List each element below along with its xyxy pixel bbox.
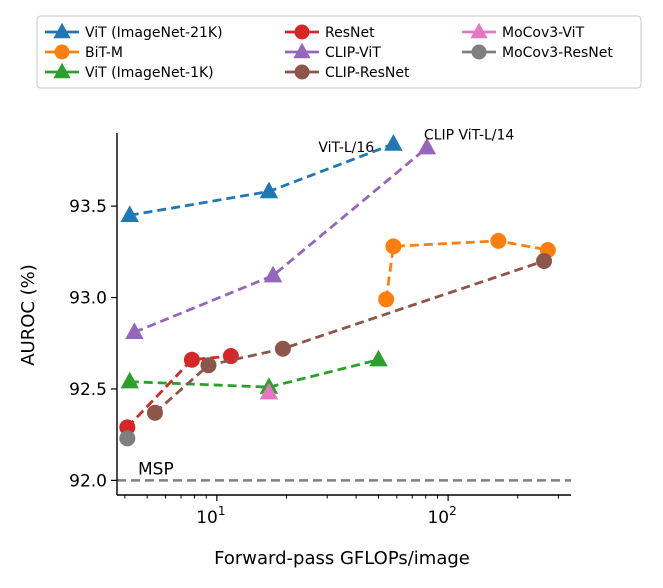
y-tick-label: 93.5 [69,197,107,217]
data-point [384,134,403,151]
legend-label: BiT-M [85,45,123,61]
series-5 [146,252,553,421]
legend-marker [470,22,488,39]
data-point [378,291,395,308]
series-6 [259,382,279,400]
series-2 [120,349,388,394]
data-point [183,351,200,368]
legend-marker [471,44,487,60]
x-tick-label: 102 [427,504,456,528]
data-point [120,205,139,222]
legend-marker [294,24,310,40]
series-4 [125,137,437,340]
legend-item: ViT (ImageNet-21K) [45,22,223,41]
legend-marker [54,44,70,60]
legend-item: BiT-M [45,44,123,61]
data-point [119,419,136,436]
data-point [536,252,553,269]
y-tick-label: 93.0 [69,289,107,309]
data-point [263,265,283,283]
legend-label: CLIP-ViT [325,45,381,61]
legend-item: CLIP-ResNet [285,64,410,81]
legend-label: ViT (ImageNet-21K) [85,25,223,41]
legend-marker [294,64,310,80]
legend-label: CLIP-ResNet [325,65,410,81]
data-point [490,232,507,249]
legend-label: MoCov3-ViT [502,25,585,41]
data-point [120,371,139,389]
series-7 [119,430,136,447]
data-point [125,322,144,340]
legend-label: ViT (ImageNet-1K) [85,65,214,81]
data-point [385,238,402,255]
legend: ViT (ImageNet-21K) BiT-M ViT (ImageNet-1K)… [36,15,642,89]
legend-frame [36,15,642,89]
legend-label: ResNet [325,25,375,41]
point-annotation: CLIP ViT-L/14 [424,128,514,144]
legend-label: MoCov3-ResNet [502,45,613,61]
legend-item: CLIP-ViT [285,42,381,61]
data-point [146,404,163,421]
y-tick-label: 92.5 [69,380,107,400]
legend-marker [293,42,311,59]
data-point [259,181,279,199]
data-point [274,340,291,357]
data-point [119,430,136,447]
data-point [259,382,279,400]
x-axis-label: Forward-pass GFLOPs/image [214,548,470,569]
data-point [369,349,388,367]
series-0 [120,134,403,222]
point-annotation: ViT-L/16 [318,140,374,156]
series-line [133,146,428,334]
series-1 [378,232,556,308]
legend-item: ViT (ImageNet-1K) [45,62,214,81]
legend-item: ResNet [285,24,375,41]
legend-item: MoCov3-ResNet [462,44,613,61]
axes: 92.0 92.5 93.0 93.5 101 102 [69,133,571,528]
series-line [154,259,545,414]
data-point [200,357,217,374]
legend-marker [53,22,71,39]
plot-area: MSP ViT-L/16 CLIP ViT-L/14 [117,128,571,482]
x-tick-label: 101 [196,504,225,528]
legend-item: MoCov3-ViT [462,22,585,41]
series-line [129,358,379,389]
data-point [417,137,437,155]
series-line [384,239,549,300]
msp-label: MSP [138,459,174,479]
series-line [126,354,232,429]
legend-marker [53,62,71,79]
y-tick-label: 92.0 [69,471,107,491]
series-3 [119,348,239,436]
y-axis-label: AUROC (%) [18,264,39,366]
